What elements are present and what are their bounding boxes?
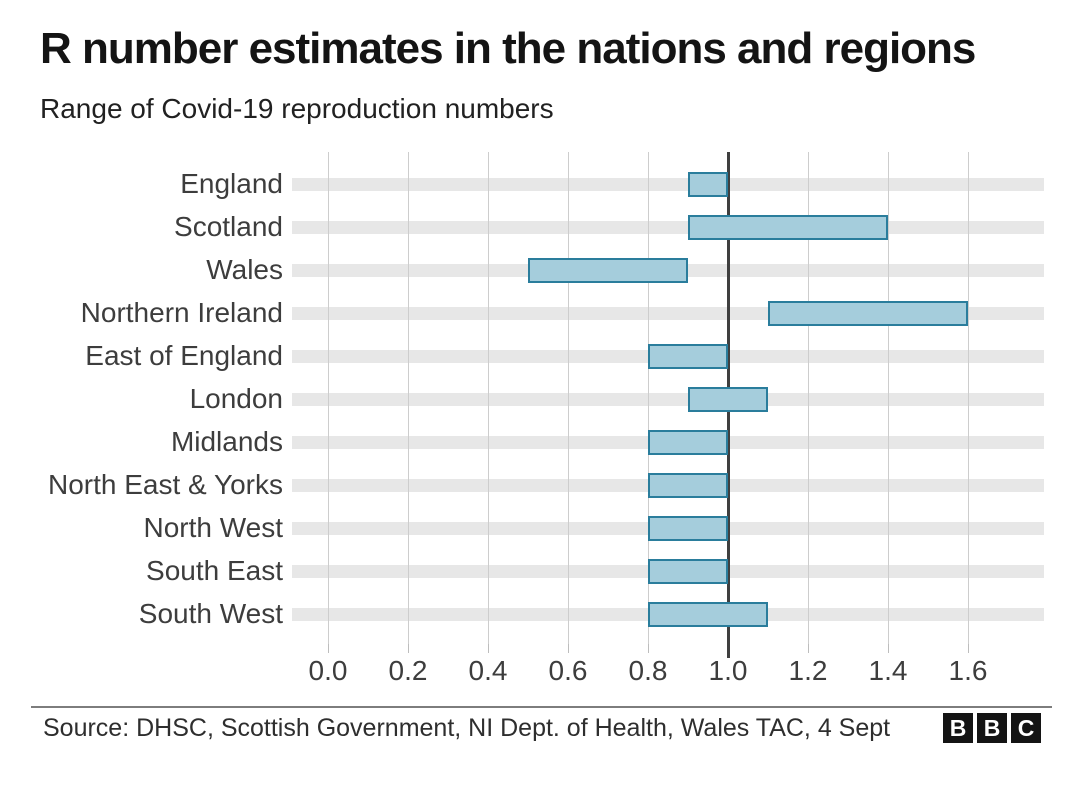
source-caption: Source: DHSC, Scottish Government, NI De…	[43, 714, 891, 742]
category-label: Northern Ireland	[80, 297, 283, 328]
chart-subtitle: Range of Covid-19 reproduction numbers	[40, 93, 554, 124]
range-bar	[688, 171, 728, 197]
range-bar-chart: England Scotland Wales Northern Ireland East…	[0, 152, 1044, 688]
x-tick-label: 1.0	[708, 655, 748, 686]
x-tick-label: 0.0	[308, 655, 348, 686]
grid-line	[327, 152, 329, 644]
axis-tick	[568, 644, 569, 653]
footer-divider	[31, 706, 1052, 708]
x-tick-label: 0.2	[388, 655, 428, 686]
grid-line	[808, 152, 809, 644]
category-label: South East	[146, 555, 283, 586]
x-tick-label: 1.2	[788, 655, 828, 686]
range-bar	[768, 300, 968, 326]
range-bar	[648, 472, 728, 498]
grid-line	[408, 152, 409, 644]
axis-tick	[808, 644, 809, 653]
category-label: London	[189, 383, 283, 414]
range-bar	[648, 558, 728, 584]
axis-tick	[888, 644, 889, 653]
x-tick-label: 0.8	[628, 655, 668, 686]
x-axis: 0.0 0.2 0.4 0.6 0.8 1.0 1.2 1.4 1.6	[292, 644, 1044, 688]
grid-line	[968, 152, 969, 644]
range-bar	[648, 601, 768, 627]
plot-area	[292, 152, 1044, 658]
grid-line	[488, 152, 489, 644]
range-bar	[648, 515, 728, 541]
axis-tick	[408, 644, 409, 653]
category-label: England	[180, 168, 283, 199]
range-bar	[648, 429, 728, 455]
x-tick-label: 1.4	[868, 655, 908, 686]
range-bar	[688, 386, 768, 412]
x-tick-label: 1.6	[948, 655, 988, 686]
category-label: South West	[138, 598, 283, 629]
bbc-logo-block: C	[1011, 713, 1041, 743]
row-band	[292, 392, 1044, 406]
category-label: Midlands	[170, 426, 283, 457]
bbc-logo-block: B	[943, 713, 973, 743]
axis-tick	[327, 644, 329, 653]
x-tick-label: 0.4	[468, 655, 508, 686]
grid-line	[888, 152, 889, 644]
category-label: East of England	[85, 340, 283, 371]
category-label: North West	[143, 512, 283, 543]
row-band	[292, 220, 1044, 234]
axis-tick	[968, 644, 969, 653]
page-title: R number estimates in the nations and re…	[40, 24, 976, 73]
grid-line	[568, 152, 569, 644]
range-bar	[688, 214, 888, 240]
axis-tick	[488, 644, 489, 653]
category-labels: England Scotland Wales Northern Ireland East…	[0, 152, 292, 644]
category-label: North East & Yorks	[47, 469, 283, 500]
x-tick-label: 0.6	[548, 655, 588, 686]
row-band	[292, 177, 1044, 191]
axis-tick	[648, 644, 649, 653]
bbc-logo-block: B	[977, 713, 1007, 743]
category-label: Scotland	[174, 211, 283, 242]
range-bar	[528, 257, 688, 283]
range-bar	[648, 343, 728, 369]
category-label: Wales	[206, 254, 283, 285]
grid-line	[648, 152, 649, 644]
